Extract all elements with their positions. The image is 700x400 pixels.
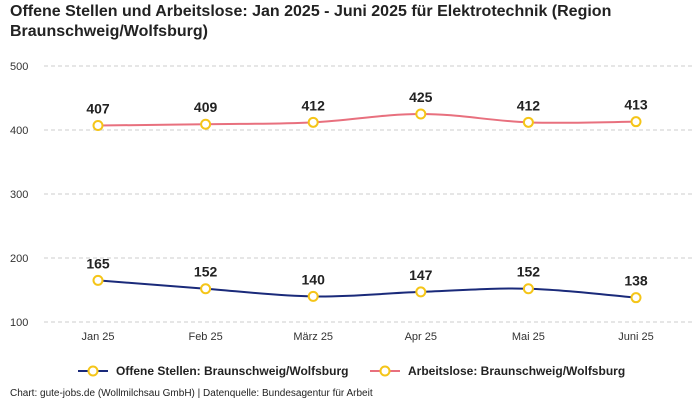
legend: Offene Stellen: Braunschweig/Wolfsburg Ar…: [78, 364, 625, 378]
x-tick-label: Juni 25: [618, 331, 653, 343]
data-point: [92, 274, 104, 286]
chart-footer: Chart: gute-jobs.de (Wollmilchsau GmbH) …: [10, 388, 373, 399]
y-axis-ticks: 100 200 300 400 500: [10, 61, 28, 329]
legend-label: Arbeitslose: Braunschweig/Wolfsburg: [408, 364, 625, 378]
y-tick-label: 100: [10, 317, 28, 329]
y-tick-label: 400: [10, 125, 28, 137]
x-tick-label: Apr 25: [405, 331, 437, 343]
x-tick-label: Feb 25: [188, 331, 222, 343]
series-line-0: [97, 279, 637, 299]
data-label: 147: [409, 267, 433, 283]
legend-marker: [379, 365, 391, 377]
data-label: 152: [517, 264, 541, 280]
data-label: 413: [624, 97, 648, 113]
data-label: 425: [409, 89, 433, 105]
x-tick-label: Jan 25: [81, 331, 114, 343]
data-point: [630, 116, 642, 128]
data-point: [307, 116, 319, 128]
series-line-1: [97, 112, 637, 127]
data-point: [200, 118, 212, 130]
series-lines: [97, 112, 637, 299]
data-point: [522, 283, 534, 295]
data-label: 409: [194, 99, 218, 115]
legend-label: Offene Stellen: Braunschweig/Wolfsburg: [116, 364, 348, 378]
data-point: [92, 120, 104, 132]
data-point: [522, 116, 534, 128]
x-axis-ticks: Jan 25 Feb 25 März 25 Apr 25 Mai 25 Juni 25: [81, 331, 653, 343]
x-tick-label: März 25: [293, 331, 333, 343]
chart-title: Offene Stellen und Arbeitslose: Jan 2025…: [10, 3, 612, 40]
data-label: 412: [517, 97, 541, 113]
data-point: [415, 108, 427, 120]
data-point: [307, 290, 319, 302]
data-point: [630, 292, 642, 304]
legend-marker: [87, 365, 99, 377]
x-tick-label: Mai 25: [512, 331, 545, 343]
series-markers: [92, 108, 642, 304]
y-tick-label: 200: [10, 253, 28, 265]
data-label: 140: [302, 271, 326, 287]
data-label: 412: [302, 97, 326, 113]
y-tick-label: 500: [10, 61, 28, 73]
grid-lines: [44, 65, 692, 323]
data-point: [200, 283, 212, 295]
data-point: [415, 286, 427, 298]
data-label: 407: [86, 101, 110, 117]
data-labels: 165 152 140 147 152 138 407 409 412 425 412 413: [86, 89, 648, 289]
data-label: 165: [86, 255, 110, 271]
data-label: 152: [194, 264, 218, 280]
y-tick-label: 300: [10, 189, 28, 201]
data-label: 138: [624, 273, 648, 289]
